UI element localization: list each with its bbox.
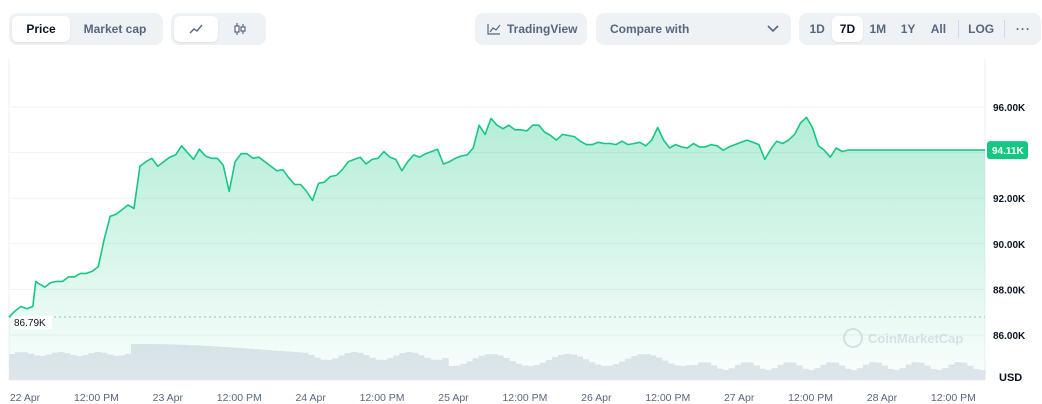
x-tick-label: 12:00 PM [931, 392, 976, 404]
time-range-selector: 1D 7D 1M 1Y All LOG ··· [799, 13, 1041, 45]
range-divider [1003, 20, 1005, 38]
price-line [8, 116, 985, 318]
y-tick-label: 90.00K [993, 240, 1026, 251]
x-tick-label: 12:00 PM [502, 392, 547, 404]
candlestick-icon [234, 23, 246, 35]
range-all-button[interactable]: All [930, 22, 947, 36]
x-axis: 22 Apr 12:00 PM 23 Apr 12:00 PM 24 Apr 12:00 … [10, 392, 976, 404]
range-1d-button[interactable]: 1D [809, 22, 825, 36]
x-tick-label: 12:00 PM [74, 392, 119, 404]
x-tick-label: 12:00 PM [788, 392, 833, 404]
chart-toolbar: Price Market cap TradingView Compare wit… [0, 13, 1042, 45]
line-chart-button[interactable] [174, 16, 218, 42]
log-scale-button[interactable]: LOG [968, 22, 995, 36]
chart-kind-toggle [171, 13, 266, 45]
x-tick-label: 12:00 PM [360, 392, 405, 404]
price-marketcap-toggle: Price Market cap [9, 13, 163, 45]
currency-label: USD [999, 372, 1022, 384]
x-tick-label: 25 Apr [438, 392, 469, 404]
coinmarketcap-logo-icon [843, 328, 863, 348]
x-tick-label: 26 Apr [581, 392, 612, 404]
y-tick-label: 96.00K [993, 103, 1026, 114]
range-1y-button[interactable]: 1Y [900, 22, 916, 36]
range-divider [957, 20, 959, 38]
watermark-text: CoinMarketCap [868, 331, 963, 346]
y-tick-label: 92.00K [993, 194, 1026, 205]
x-tick-label: 22 Apr [10, 392, 41, 404]
more-options-button[interactable]: ··· [1015, 22, 1031, 36]
x-tick-label: 24 Apr [295, 392, 326, 404]
coinmarketcap-watermark: CoinMarketCap [843, 328, 963, 348]
market-cap-tab[interactable]: Market cap [83, 22, 147, 36]
current-price-badge: 94.11K [987, 141, 1028, 160]
x-tick-label: 12:00 PM [217, 392, 262, 404]
x-tick-label: 12:00 PM [645, 392, 690, 404]
tradingview-label: TradingView [507, 22, 578, 36]
chevron-down-icon [767, 25, 779, 33]
range-7d-button[interactable]: 7D [832, 16, 863, 42]
start-price-label-group: 86.79K [12, 315, 52, 329]
x-tick-label: 28 Apr [867, 392, 898, 404]
y-tick-label: 88.00K [993, 285, 1026, 296]
trend-chart-icon [487, 24, 501, 35]
start-price-label: 86.79K [14, 318, 46, 329]
range-1m-button[interactable]: 1M [869, 22, 887, 36]
price-area-fill [9, 117, 985, 381]
x-tick-label: 27 Apr [724, 392, 755, 404]
current-price-label: 94.11K [992, 146, 1024, 157]
tradingview-button[interactable]: TradingView [475, 13, 587, 45]
line-chart-icon [189, 24, 203, 34]
candlestick-button[interactable] [218, 16, 262, 42]
compare-with-dropdown[interactable]: Compare with [596, 13, 791, 45]
y-tick-label: 86.00K [993, 331, 1026, 342]
x-tick-label: 23 Apr [153, 392, 184, 404]
price-tab[interactable]: Price [12, 16, 70, 42]
compare-with-label: Compare with [610, 22, 690, 36]
